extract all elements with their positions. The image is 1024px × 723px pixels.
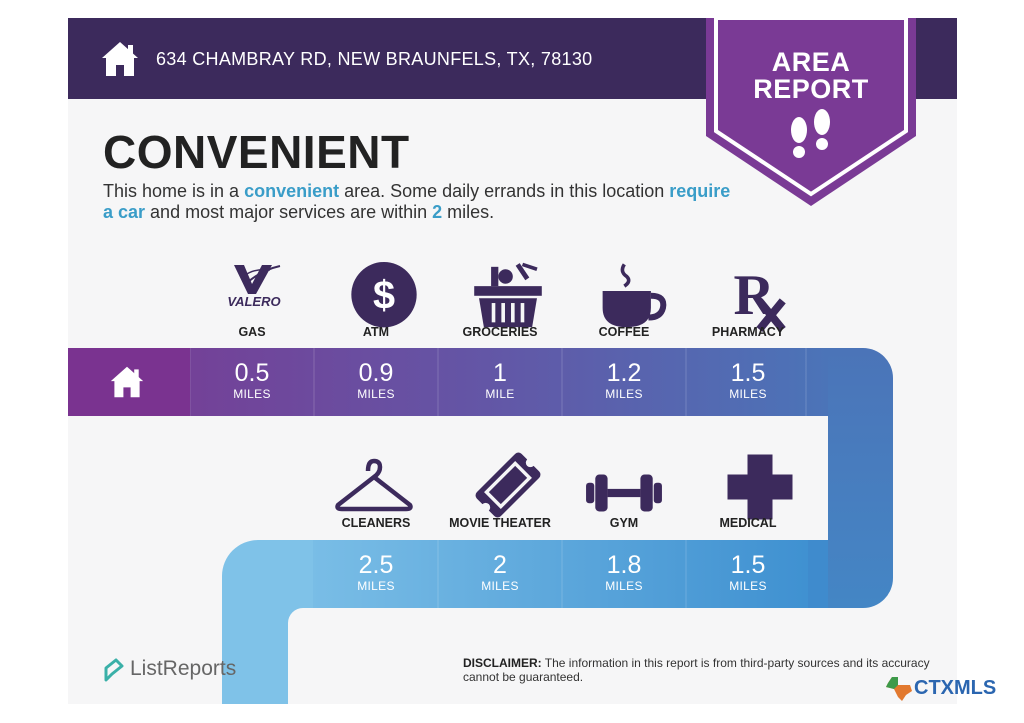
distance-cell-gym: 1.8 MILES (562, 540, 686, 608)
distance-cell-cleaners: 2.5 MILES (314, 540, 438, 608)
convenience-rating-title: CONVENIENT (103, 126, 410, 178)
category-label-medical: MEDICAL (719, 516, 777, 530)
mls-text: MLS (954, 677, 997, 699)
category-label-gas: GAS (238, 325, 266, 339)
distance-cell-groceries: 1 MILE (438, 348, 562, 416)
distance-unit: MILES (729, 387, 767, 401)
distance-unit: MILE (485, 387, 515, 401)
distance-value: 0.9 (358, 359, 394, 387)
distance-unit: MILES (357, 387, 395, 401)
category-label-gym: GYM (609, 516, 639, 530)
badge-line2: REPORT (753, 74, 869, 104)
distance-unit: MILES (605, 387, 643, 401)
badge-line1: AREA (771, 47, 851, 77)
category-label-coffee: COFFEE (598, 325, 650, 339)
category-label-groceries: GROCERIES (462, 325, 538, 339)
distance-cell-gas: 0.5 MILES (190, 348, 314, 416)
listreports-brand-text: ListReports (130, 657, 237, 680)
distance-value: 1.5 (730, 359, 766, 387)
valero-logo-text: VALERO (227, 294, 281, 309)
category-label-atm: ATM (362, 325, 390, 339)
distance-unit: MILES (357, 579, 395, 593)
ticket-icon (475, 452, 541, 518)
distance-value: 1.5 (730, 551, 766, 579)
distance-value: 2.5 (358, 551, 394, 579)
distance-cell-atm: 0.9 MILES (314, 348, 438, 416)
medical-cross-icon (727, 454, 793, 520)
distance-cell-coffee: 1.2 MILES (562, 348, 686, 416)
distance-cell-pharmacy: 1.5 MILES (686, 348, 810, 416)
dumbbell-icon (586, 474, 662, 512)
distance-value: 0.5 (234, 359, 270, 387)
distance-value: 2 (493, 551, 507, 579)
home-start-icon (110, 366, 144, 398)
footprints-icon (791, 109, 830, 158)
listreports-logo-icon (104, 658, 124, 682)
rating-description: This home is in a convenient area. Some … (103, 181, 731, 222)
category-label-cleaners: CLEANERS (341, 516, 411, 530)
distance-unit: MILES (729, 579, 767, 593)
grocery-basket-icon (474, 262, 542, 328)
distance-cell-medical: 1.5 MILES (686, 540, 810, 608)
disclaimer: DISCLAIMER: The information in this repo… (463, 656, 930, 684)
rx-icon: R (733, 264, 786, 332)
distance-value: 1 (493, 359, 507, 387)
route-band (68, 348, 893, 704)
category-label-pharmacy: PHARMACY (711, 325, 785, 339)
distance-value: 1.8 (606, 551, 642, 579)
distance-unit: MILES (481, 579, 519, 593)
ctx-text: CTX (914, 677, 954, 699)
house-icon (102, 42, 138, 76)
hanger-icon (335, 458, 413, 512)
valero-logo-icon: VALERO (214, 260, 294, 330)
area-report-card: 634 CHAMBRAY RD, NEW BRAUNFELS, TX, 7813… (68, 18, 957, 704)
distance-unit: MILES (233, 387, 271, 401)
property-address: 634 CHAMBRAY RD, NEW BRAUNFELS, TX, 7813… (156, 49, 593, 69)
distance-unit: MILES (605, 579, 643, 593)
svg-text:$: $ (373, 274, 395, 318)
area-report-badge: AREA REPORT (706, 18, 916, 208)
texas-map-icon (886, 677, 912, 701)
coffee-cup-icon (602, 263, 667, 328)
dollar-icon: $ (351, 262, 417, 328)
distance-value: 1.2 (606, 359, 642, 387)
category-label-movie-theater: MOVIE THEATER (449, 516, 551, 530)
distance-cell-movie-theater: 2 MILES (438, 540, 562, 608)
